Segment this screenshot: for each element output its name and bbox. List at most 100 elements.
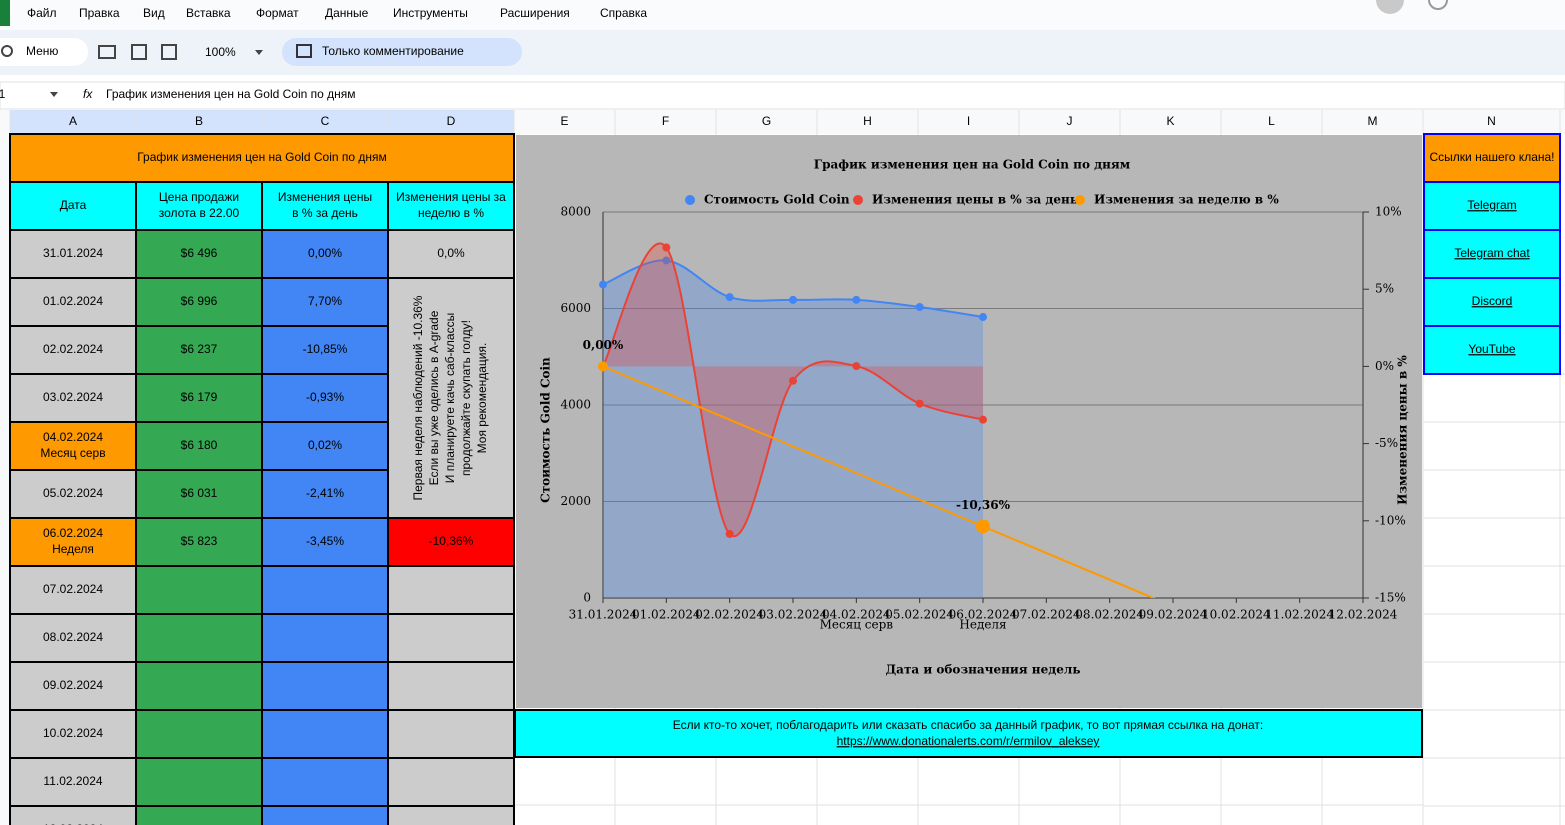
column-header[interactable]: M <box>1368 114 1378 128</box>
price-cell <box>135 613 263 663</box>
insert-icon[interactable] <box>131 44 147 60</box>
menu-item[interactable]: Вставка <box>186 6 231 20</box>
weekly-cell <box>387 757 515 807</box>
cell-ref-arrow[interactable] <box>50 92 58 97</box>
search-box[interactable] <box>0 38 88 66</box>
area <box>603 260 983 598</box>
point <box>662 243 671 252</box>
zoom-arrow[interactable] <box>255 50 263 55</box>
avatar[interactable] <box>1376 0 1404 14</box>
x-tick-note: Неделя <box>959 618 1006 632</box>
column-header[interactable]: L <box>1268 114 1275 128</box>
menu-item[interactable]: Правка <box>79 6 120 20</box>
menu-item[interactable]: Формат <box>256 6 299 20</box>
date: 07.02.2024 <box>43 582 103 596</box>
menu-item[interactable]: Файл <box>27 6 57 20</box>
fx-icon: fx <box>83 87 93 101</box>
daily-change: -10,85% <box>303 342 348 356</box>
link-cell <box>1423 277 1561 327</box>
menu-item[interactable]: Справка <box>600 6 647 20</box>
column-header[interactable]: E <box>560 114 568 128</box>
column-header[interactable]: F <box>662 114 669 128</box>
donate-link[interactable]: https://www.donationalerts.com/r/ermilov… <box>837 734 1100 748</box>
y-tick-label: 4000 <box>560 398 591 412</box>
point <box>976 519 990 534</box>
link[interactable]: Discord <box>1472 294 1513 308</box>
weekly-change: 0,0% <box>437 246 465 260</box>
price: $6 031 <box>181 486 218 500</box>
x-tick-label: 05.02.2024 <box>885 608 954 622</box>
menu-item[interactable]: Расширения <box>500 6 570 20</box>
column-header[interactable]: K <box>1166 114 1174 128</box>
weekly-note: Моя рекомендация. <box>475 343 489 454</box>
link[interactable]: YouTube <box>1468 342 1515 356</box>
point <box>915 303 924 312</box>
print-icon[interactable] <box>98 45 116 59</box>
column-header[interactable]: C <box>321 114 330 128</box>
x-tick-label: 01.02.2024 <box>632 608 701 622</box>
price-cell <box>135 661 263 711</box>
link[interactable]: Telegram <box>1467 198 1516 212</box>
cell-reference[interactable]: D1 <box>0 87 6 101</box>
x-tick-label: 03.02.2024 <box>759 608 828 622</box>
point <box>852 295 861 304</box>
y-tick-label: 8000 <box>560 205 591 219</box>
history-icon[interactable] <box>1428 0 1448 10</box>
price: $6 237 <box>181 342 218 356</box>
donate-text: Если кто-то хочет, поблагодарить или ска… <box>673 718 1264 732</box>
column-header[interactable]: I <box>967 114 970 128</box>
change-cell <box>261 373 389 423</box>
point <box>979 415 987 424</box>
menu-item[interactable]: Вид <box>143 6 165 20</box>
point <box>725 293 734 302</box>
format-icon[interactable] <box>161 44 177 60</box>
change-cell <box>261 757 389 807</box>
daily-change: 7,70% <box>308 294 342 308</box>
table-title: График изменения цен на Gold Coin по дня… <box>137 150 387 164</box>
point <box>662 256 671 265</box>
column-header[interactable]: D <box>447 114 456 128</box>
x-tick-label: 11.02.2024 <box>1265 608 1334 622</box>
change-cell <box>261 805 389 825</box>
menu-bar <box>0 0 1565 30</box>
column-header[interactable]: A <box>69 114 77 128</box>
weekly-cell <box>387 805 515 825</box>
column-header[interactable]: J <box>1067 114 1073 128</box>
sheet: Файл Правка Вид Вставка Формат Данные Инструме… <box>0 6 1565 825</box>
point <box>979 313 987 322</box>
formula-content[interactable]: График изменения цен на Gold Coin по дня… <box>106 87 356 101</box>
links-title: Ссылки нашего клана! <box>1430 150 1555 164</box>
y-tick-label: 0 <box>583 591 591 605</box>
menu-item[interactable]: Инструменты <box>393 6 468 20</box>
date: 09.02.2024 <box>43 678 103 692</box>
header-cell <box>261 181 389 231</box>
zoom-level[interactable]: 100% <box>205 45 236 59</box>
column-header[interactable]: B <box>195 114 203 128</box>
search-label[interactable]: Меню <box>26 44 58 58</box>
formula-bar <box>0 81 1565 110</box>
link-cell <box>1423 181 1561 231</box>
column-header[interactable]: N <box>1487 114 1496 128</box>
point <box>599 280 607 289</box>
price-cell <box>135 469 263 519</box>
mode-pill[interactable] <box>282 38 522 66</box>
menu-item[interactable]: Данные <box>325 6 369 20</box>
column-header[interactable]: G <box>762 114 771 128</box>
legend-marker <box>685 195 695 205</box>
price-cell <box>135 565 263 615</box>
change-cell <box>261 229 389 279</box>
mode-label[interactable]: Только комментирование <box>322 44 464 58</box>
date-cell <box>9 277 137 327</box>
y-tick-label: 6000 <box>560 301 591 315</box>
daily-change: -3,45% <box>306 534 344 548</box>
x-tick-label: 07.02.2024 <box>1012 608 1081 622</box>
y-axis-title: Стоимость Gold Coin <box>539 357 553 503</box>
link[interactable]: Telegram chat <box>1454 246 1530 260</box>
legend-marker <box>853 195 863 205</box>
sheets-logo <box>0 0 10 26</box>
column-header[interactable]: H <box>863 114 872 128</box>
price: $6 179 <box>181 390 218 404</box>
x-tick-label: 09.02.2024 <box>1139 608 1208 622</box>
column-title: в % за день <box>292 206 358 220</box>
date: 12.02.2024 <box>43 822 103 825</box>
